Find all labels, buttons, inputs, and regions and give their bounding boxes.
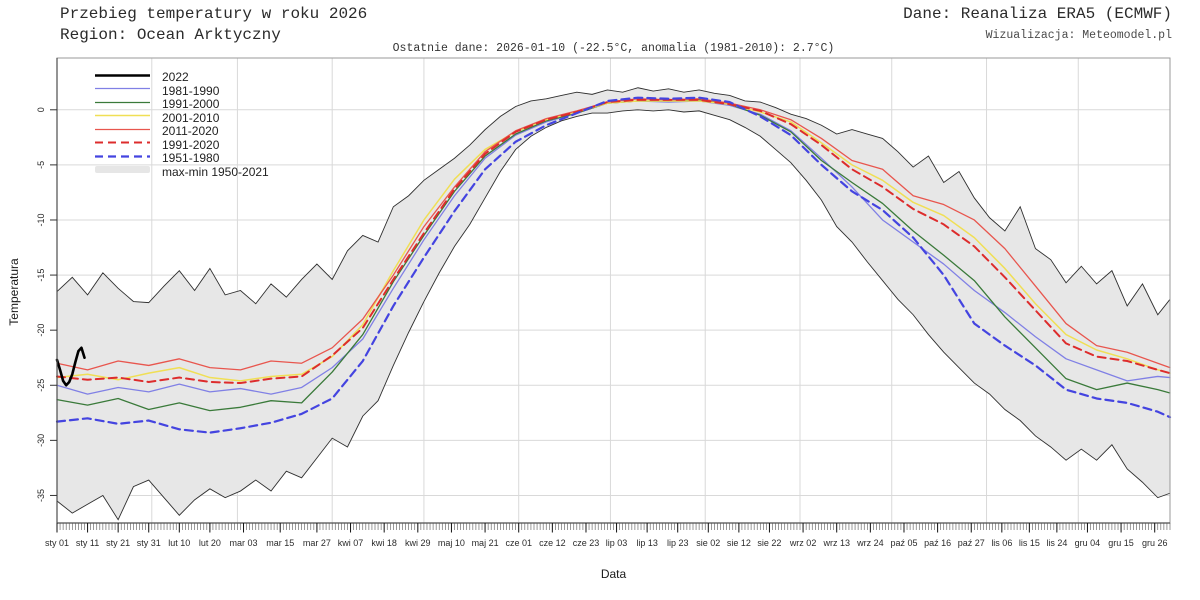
x-tick-label: sty 31 [137, 538, 161, 548]
x-tick-label: sty 01 [45, 538, 69, 548]
x-tick-label: mar 27 [303, 538, 331, 548]
legend-item: 2011-2020 [95, 123, 269, 141]
region-subtitle: Region: Ocean Arktyczny [60, 26, 281, 44]
x-tick-label: gru 15 [1108, 538, 1134, 548]
x-tick-label: lip 23 [667, 538, 689, 548]
legend-item: max-min 1950-2021 [95, 163, 269, 181]
x-tick-label: maj 21 [472, 538, 499, 548]
x-axis-ticks: sty 01 sty 11 sty 21 sty 31 lut 10 lut 20 mar … [45, 523, 1171, 548]
legend-label: 1981-1990 [162, 83, 220, 98]
legend-line-swatch [95, 109, 150, 127]
legend-line-swatch [95, 136, 150, 154]
x-tick-label: paź 05 [890, 538, 917, 548]
y-axis-ticks: 0 -5 -10 -15 -20 -25 -30 -35 [36, 107, 57, 502]
legend-item: 1981-1990 [95, 82, 269, 100]
legend-label: 2022 [162, 70, 189, 84]
legend-line-swatch [95, 96, 150, 114]
envelope-min-line [56, 109, 1171, 521]
legend-line-swatch [95, 150, 150, 168]
envelope-max-line [56, 87, 1171, 316]
x-tick-label: wrz 24 [856, 538, 884, 548]
legend: 2022 1981-1990 1991-2000 2001-2010 2011-2020… [95, 69, 269, 181]
minmax-envelope [56, 87, 1171, 521]
x-tick-label: gru 04 [1075, 538, 1101, 548]
x-tick-label: wrz 02 [789, 538, 817, 548]
x-tick-label: lip 03 [606, 538, 628, 548]
series-line-2022 [55, 346, 86, 387]
page-title: Przebieg temperatury w roku 2026 [60, 5, 368, 23]
x-tick-label: sty 11 [76, 538, 99, 548]
x-tick-label: gru 26 [1142, 538, 1168, 548]
y-tick-label: -30 [36, 434, 46, 447]
x-axis-title: Data [600, 567, 627, 581]
legend-label: 1951-1980 [162, 151, 220, 165]
legend-item: 2001-2010 [95, 109, 269, 127]
series-line-1991-2020 [56, 98, 1171, 385]
x-tick-label: cze 23 [573, 538, 600, 548]
legend-label: 2011-2020 [162, 124, 219, 138]
y-tick-label: -25 [36, 379, 46, 392]
series-lines [55, 96, 1172, 434]
series-line-1951-1980 [55, 96, 1172, 434]
x-tick-label: paź 27 [958, 538, 985, 548]
y-tick-label: 0 [36, 107, 46, 112]
y-tick-label: -10 [36, 213, 46, 226]
legend-label: 1991-2000 [162, 97, 220, 111]
x-tick-label: lis 15 [1019, 538, 1040, 548]
y-tick-label: -15 [36, 269, 46, 282]
series-line-2001-2010 [56, 100, 1171, 382]
legend-label: 2001-2010 [162, 110, 220, 125]
legend-line-swatch [95, 123, 150, 141]
visualization-credit: Wizualizacja: Meteomodel.pl [985, 29, 1172, 42]
x-tick-label: maj 10 [438, 538, 465, 548]
last-data-note: Ostatnie dane: 2026-01-10 (-22.5°C, anom… [392, 42, 835, 55]
y-tick-label: -20 [36, 324, 46, 337]
x-tick-label: sie 02 [696, 538, 720, 548]
legend-item: 2022 [95, 69, 269, 87]
x-tick-label: kwi 29 [405, 538, 431, 548]
y-tick-label: -35 [36, 489, 46, 502]
envelope-band [57, 87, 1170, 520]
legend-label: 1991-2020 [162, 137, 220, 152]
x-tick-label: cze 12 [539, 538, 566, 548]
legend-line-swatch [95, 69, 150, 87]
x-tick-label: cze 01 [505, 538, 532, 548]
x-tick-label: lip 13 [636, 538, 658, 548]
legend-item: 1951-1980 [95, 150, 269, 168]
data-source-label: Dane: Reanaliza ERA5 (ECMWF) [903, 5, 1172, 23]
x-tick-label: mar 15 [266, 538, 294, 548]
x-tick-label: paź 16 [924, 538, 951, 548]
x-tick-label: lis 06 [991, 538, 1012, 548]
x-tick-label: lut 10 [168, 538, 190, 548]
x-tick-label: lis 24 [1046, 538, 1067, 548]
legend-item: 1991-2000 [95, 96, 269, 114]
x-tick-label: lut 20 [199, 538, 221, 548]
x-tick-label: sty 21 [106, 538, 130, 548]
x-tick-label: kwi 07 [338, 538, 364, 548]
legend-line-swatch [95, 82, 150, 100]
x-tick-label: sie 22 [757, 538, 781, 548]
legend-label: max-min 1950-2021 [162, 164, 269, 179]
x-tick-label: sie 12 [727, 538, 751, 548]
x-tick-label: kwi 18 [371, 538, 397, 548]
legend-band-swatch [95, 163, 150, 181]
x-tick-label: wrz 13 [822, 538, 850, 548]
x-tick-label: mar 03 [230, 538, 258, 548]
y-tick-label: -5 [36, 161, 46, 169]
legend-item: 1991-2020 [95, 136, 269, 154]
